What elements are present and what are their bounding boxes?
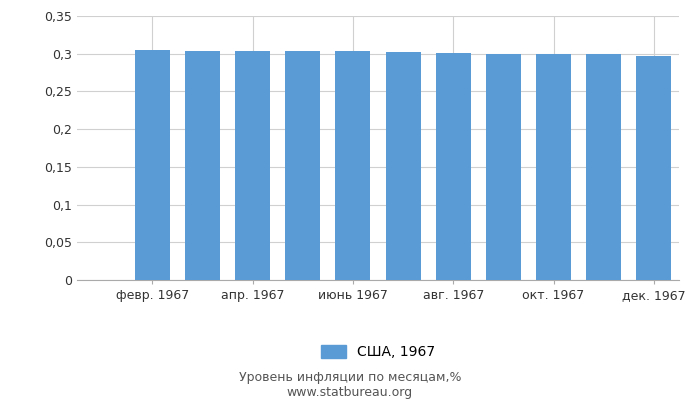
Bar [386,52,421,280]
Bar [536,54,571,280]
Bar [285,52,321,280]
Bar [235,51,270,280]
Text: Уровень инфляции по месяцам,%: Уровень инфляции по месяцам,% [239,372,461,384]
Bar [185,51,220,280]
Bar [636,56,671,280]
Legend: США, 1967: США, 1967 [315,340,441,365]
Bar [335,52,370,280]
Bar [586,54,622,280]
Bar [435,53,471,280]
Bar [134,50,170,280]
Text: www.statbureau.org: www.statbureau.org [287,386,413,399]
Bar [486,54,521,280]
